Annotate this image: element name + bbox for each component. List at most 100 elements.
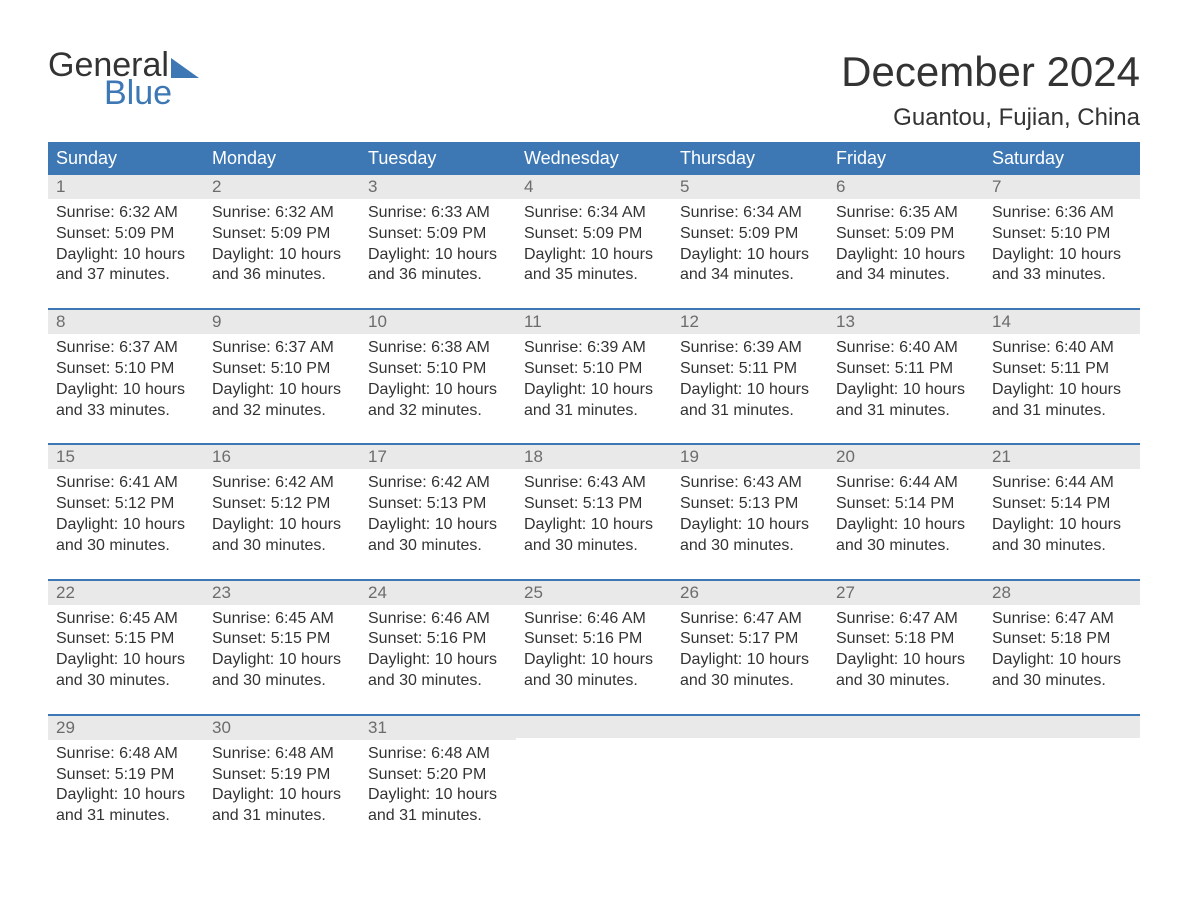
day-details: Sunrise: 6:48 AMSunset: 5:19 PMDaylight:… (212, 740, 352, 827)
sunset-line: Sunset: 5:10 PM (56, 359, 196, 380)
daylight-line: Daylight: 10 hours and 36 minutes. (212, 245, 352, 287)
day-number: 16 (212, 447, 231, 466)
day-number: 15 (56, 447, 75, 466)
calendar-cell: 17Sunrise: 6:42 AMSunset: 5:13 PMDayligh… (360, 445, 516, 570)
empty-daynum-row (672, 716, 828, 738)
sunrise-line: Sunrise: 6:32 AM (212, 203, 352, 224)
daylight-line: Daylight: 10 hours and 34 minutes. (836, 245, 976, 287)
calendar-cell: 28Sunrise: 6:47 AMSunset: 5:18 PMDayligh… (984, 581, 1140, 706)
day-header: Saturday (984, 142, 1140, 175)
sunrise-line: Sunrise: 6:40 AM (992, 338, 1132, 359)
calendar-cell: 18Sunrise: 6:43 AMSunset: 5:13 PMDayligh… (516, 445, 672, 570)
day-number: 23 (212, 583, 231, 602)
sunset-line: Sunset: 5:16 PM (524, 629, 664, 650)
day-number: 6 (836, 177, 845, 196)
day-details: Sunrise: 6:43 AMSunset: 5:13 PMDaylight:… (680, 469, 820, 556)
day-number: 31 (368, 718, 387, 737)
day-details: Sunrise: 6:34 AMSunset: 5:09 PMDaylight:… (524, 199, 664, 286)
day-number: 26 (680, 583, 699, 602)
sunset-line: Sunset: 5:09 PM (56, 224, 196, 245)
calendar-cell: 27Sunrise: 6:47 AMSunset: 5:18 PMDayligh… (828, 581, 984, 706)
day-number: 28 (992, 583, 1011, 602)
sunrise-line: Sunrise: 6:33 AM (368, 203, 508, 224)
day-number: 1 (56, 177, 65, 196)
calendar-cell: 6 Sunrise: 6:35 AMSunset: 5:09 PMDaylight… (828, 175, 984, 300)
daylight-line: Daylight: 10 hours and 31 minutes. (836, 380, 976, 422)
sunrise-line: Sunrise: 6:46 AM (524, 609, 664, 630)
sunrise-line: Sunrise: 6:37 AM (212, 338, 352, 359)
daylight-line: Daylight: 10 hours and 37 minutes. (56, 245, 196, 287)
sunset-line: Sunset: 5:11 PM (836, 359, 976, 380)
day-details: Sunrise: 6:46 AMSunset: 5:16 PMDaylight:… (368, 605, 508, 692)
day-number: 9 (212, 312, 221, 331)
day-details: Sunrise: 6:36 AMSunset: 5:10 PMDaylight:… (992, 199, 1132, 286)
day-details: Sunrise: 6:35 AMSunset: 5:09 PMDaylight:… (836, 199, 976, 286)
calendar-cell: 21Sunrise: 6:44 AMSunset: 5:14 PMDayligh… (984, 445, 1140, 570)
sunset-line: Sunset: 5:10 PM (212, 359, 352, 380)
calendar-cell: 22 Sunrise: 6:45 AMSunset: 5:15 PMDayligh… (48, 581, 204, 706)
sunset-line: Sunset: 5:19 PM (212, 765, 352, 786)
day-details: Sunrise: 6:34 AMSunset: 5:09 PMDaylight:… (680, 199, 820, 286)
calendar-cell (672, 716, 828, 841)
sunset-line: Sunset: 5:13 PM (680, 494, 820, 515)
sunrise-line: Sunrise: 6:32 AM (56, 203, 196, 224)
sunrise-line: Sunrise: 6:47 AM (992, 609, 1132, 630)
day-number: 11 (524, 312, 542, 331)
sunset-line: Sunset: 5:09 PM (524, 224, 664, 245)
calendar-cell: 20Sunrise: 6:44 AMSunset: 5:14 PMDayligh… (828, 445, 984, 570)
daylight-line: Daylight: 10 hours and 31 minutes. (524, 380, 664, 422)
day-details: Sunrise: 6:40 AMSunset: 5:11 PMDaylight:… (992, 334, 1132, 421)
empty-daynum-row (516, 716, 672, 738)
day-details: Sunrise: 6:40 AMSunset: 5:11 PMDaylight:… (836, 334, 976, 421)
daylight-line: Daylight: 10 hours and 30 minutes. (212, 650, 352, 692)
calendar-cell: 31 Sunrise: 6:48 AMSunset: 5:20 PMDayligh… (360, 716, 516, 841)
sunset-line: Sunset: 5:09 PM (836, 224, 976, 245)
day-header: Monday (204, 142, 360, 175)
calendar-cell: 2Sunrise: 6:32 AMSunset: 5:09 PMDaylight… (204, 175, 360, 300)
calendar-cell (516, 716, 672, 841)
day-details: Sunrise: 6:45 AMSunset: 5:15 PMDaylight:… (212, 605, 352, 692)
daylight-line: Daylight: 10 hours and 30 minutes. (680, 515, 820, 557)
daylight-line: Daylight: 10 hours and 30 minutes. (992, 650, 1132, 692)
sunrise-line: Sunrise: 6:44 AM (992, 473, 1132, 494)
day-number: 5 (680, 177, 689, 196)
sunrise-line: Sunrise: 6:34 AM (680, 203, 820, 224)
sunrise-line: Sunrise: 6:42 AM (212, 473, 352, 494)
daylight-line: Daylight: 10 hours and 34 minutes. (680, 245, 820, 287)
logo: General Blue (48, 48, 199, 110)
sunrise-line: Sunrise: 6:41 AM (56, 473, 196, 494)
sail-icon (171, 58, 199, 78)
sunrise-line: Sunrise: 6:35 AM (836, 203, 976, 224)
day-number: 18 (524, 447, 543, 466)
calendar-cell: 15Sunrise: 6:41 AMSunset: 5:12 PMDayligh… (48, 445, 204, 570)
calendar-week: 22 Sunrise: 6:45 AMSunset: 5:15 PMDayligh… (48, 579, 1140, 706)
daylight-line: Daylight: 10 hours and 30 minutes. (212, 515, 352, 557)
daylight-line: Daylight: 10 hours and 35 minutes. (524, 245, 664, 287)
day-headers-row: SundayMondayTuesdayWednesdayThursdayFrid… (48, 142, 1140, 175)
logo-word-blue: Blue (104, 76, 199, 110)
day-number: 27 (836, 583, 855, 602)
calendar-week: 8Sunrise: 6:37 AMSunset: 5:10 PMDaylight… (48, 308, 1140, 435)
calendar-week: 29Sunrise: 6:48 AMSunset: 5:19 PMDayligh… (48, 714, 1140, 841)
sunrise-line: Sunrise: 6:40 AM (836, 338, 976, 359)
sunset-line: Sunset: 5:10 PM (524, 359, 664, 380)
calendar-cell: 13Sunrise: 6:40 AMSunset: 5:11 PMDayligh… (828, 310, 984, 435)
day-details: Sunrise: 6:47 AMSunset: 5:17 PMDaylight:… (680, 605, 820, 692)
day-details: Sunrise: 6:48 AMSunset: 5:20 PMDaylight:… (368, 740, 508, 827)
day-number: 17 (368, 447, 387, 466)
sunrise-line: Sunrise: 6:39 AM (524, 338, 664, 359)
sunrise-line: Sunrise: 6:39 AM (680, 338, 820, 359)
day-details: Sunrise: 6:45 AMSunset: 5:15 PMDaylight:… (56, 605, 196, 692)
calendar-cell: 26 Sunrise: 6:47 AMSunset: 5:17 PMDayligh… (672, 581, 828, 706)
sunrise-line: Sunrise: 6:44 AM (836, 473, 976, 494)
day-number: 10 (368, 312, 387, 331)
calendar-cell: 3Sunrise: 6:33 AMSunset: 5:09 PMDaylight… (360, 175, 516, 300)
day-number: 22 (56, 583, 75, 602)
sunrise-line: Sunrise: 6:48 AM (368, 744, 508, 765)
sunrise-line: Sunrise: 6:45 AM (56, 609, 196, 630)
day-header: Sunday (48, 142, 204, 175)
daylight-line: Daylight: 10 hours and 30 minutes. (680, 650, 820, 692)
sunrise-line: Sunrise: 6:48 AM (56, 744, 196, 765)
day-number: 7 (992, 177, 1001, 196)
sunrise-line: Sunrise: 6:45 AM (212, 609, 352, 630)
